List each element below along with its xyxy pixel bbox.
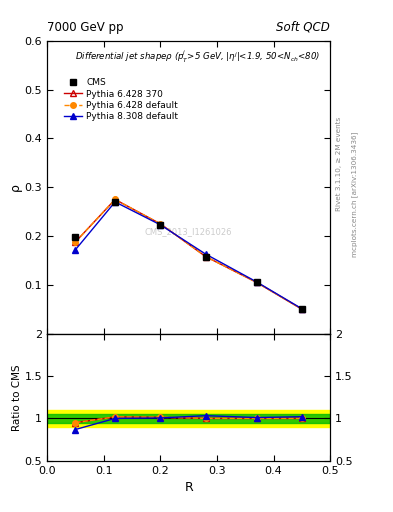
Text: Differential jet shapeρ (p$_T^j$>5 GeV, |η$^j$|<1.9, 50<N$_{ch}$<80): Differential jet shapeρ (p$_T^j$>5 GeV, … — [75, 48, 320, 65]
Text: Rivet 3.1.10, ≥ 2M events: Rivet 3.1.10, ≥ 2M events — [336, 117, 342, 211]
Bar — [47, 414, 330, 422]
Text: CMS_2013_I1261026: CMS_2013_I1261026 — [145, 227, 232, 236]
X-axis label: R: R — [184, 481, 193, 494]
Y-axis label: ρ: ρ — [9, 183, 22, 191]
Bar — [47, 410, 330, 427]
Legend: CMS, Pythia 6.428 370, Pythia 6.428 default, Pythia 8.308 default: CMS, Pythia 6.428 370, Pythia 6.428 defa… — [60, 75, 182, 125]
Text: Soft QCD: Soft QCD — [276, 20, 330, 34]
Text: mcplots.cern.ch [arXiv:1306.3436]: mcplots.cern.ch [arXiv:1306.3436] — [352, 132, 358, 257]
Y-axis label: Ratio to CMS: Ratio to CMS — [12, 364, 22, 431]
Text: 7000 GeV pp: 7000 GeV pp — [47, 20, 124, 34]
